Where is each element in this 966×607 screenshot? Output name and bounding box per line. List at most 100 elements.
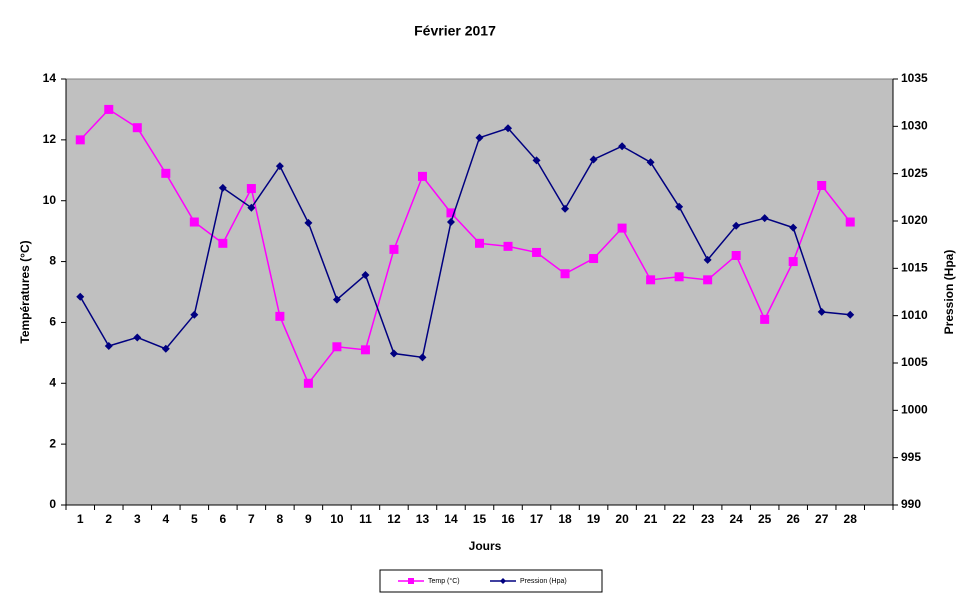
y-tick-label: 0 (49, 497, 56, 511)
data-point (360, 345, 370, 355)
y2-tick-label: 1010 (901, 308, 928, 322)
y-tick-label: 8 (49, 254, 56, 268)
series-line (79, 108, 851, 385)
data-point (817, 307, 826, 316)
data-point (246, 184, 256, 194)
data-point (646, 158, 655, 167)
legend-label: Temp (°C) (428, 577, 460, 585)
y-tick-label: 6 (49, 315, 56, 329)
data-point (846, 310, 855, 319)
data-point (560, 269, 570, 279)
data-point (503, 241, 513, 251)
data-point (389, 349, 398, 358)
x-tick-label: 13 (416, 512, 430, 526)
x-tick-label: 28 (844, 512, 858, 526)
data-point (104, 104, 114, 114)
x-tick-label: 3 (134, 512, 141, 526)
x-tick-label: 18 (558, 512, 572, 526)
x-tick-label: 24 (729, 512, 743, 526)
data-point (732, 221, 741, 230)
x-tick-label: 2 (105, 512, 112, 526)
data-point (332, 342, 342, 352)
data-point (561, 204, 570, 213)
data-point (760, 314, 770, 324)
x-tick-label: 10 (330, 512, 344, 526)
data-point (446, 217, 455, 226)
data-point (589, 155, 598, 164)
data-point (247, 203, 256, 212)
data-point (218, 183, 227, 192)
x-tick-label: 27 (815, 512, 829, 526)
y-tick-label: 12 (43, 132, 57, 146)
y-axis-title: Températures (°C) (18, 240, 32, 343)
x-tick-label: 12 (387, 512, 401, 526)
x-tick-label: 14 (444, 512, 458, 526)
x-tick-label: 16 (501, 512, 515, 526)
y-tick-label: 2 (49, 436, 56, 450)
data-point (532, 247, 542, 257)
data-point (504, 124, 513, 133)
data-point (475, 133, 484, 142)
y2-tick-label: 995 (901, 450, 921, 464)
data-point (845, 217, 855, 227)
data-point (275, 162, 284, 171)
y-tick-label: 14 (43, 71, 57, 85)
x-tick-label: 6 (220, 512, 227, 526)
x-tick-label: 25 (758, 512, 772, 526)
y2-tick-label: 1015 (901, 261, 928, 275)
data-point (161, 168, 171, 178)
data-point (617, 223, 627, 233)
data-point (418, 353, 427, 362)
legend-label: Pression (Hpa) (520, 578, 567, 585)
x-tick-label: 22 (672, 512, 686, 526)
data-point (789, 223, 798, 232)
y2-tick-label: 1020 (901, 213, 928, 227)
y2-tick-label: 1005 (901, 355, 928, 369)
chart-title: Février 2017 (414, 23, 496, 39)
x-tick-label: 7 (248, 512, 255, 526)
x-tick-label: 8 (277, 512, 284, 526)
data-point (675, 202, 684, 211)
data-point (190, 310, 199, 319)
data-point (646, 275, 656, 285)
y-tick-label: 4 (49, 375, 56, 389)
x-tick-label: 4 (162, 512, 169, 526)
x-tick-label: 15 (473, 512, 487, 526)
data-point (417, 171, 427, 181)
x-tick-label: 21 (644, 512, 658, 526)
series-line (79, 127, 851, 359)
y-tick-label: 10 (43, 193, 57, 207)
data-point (104, 341, 113, 350)
data-point (304, 218, 313, 227)
data-point (303, 378, 313, 388)
data-point (674, 272, 684, 282)
plot-area (65, 78, 894, 506)
data-point (361, 270, 370, 279)
data-point (589, 254, 599, 264)
data-point (817, 181, 827, 190)
data-point (75, 135, 85, 145)
x-axis-title: Jours (469, 539, 502, 553)
data-point (132, 123, 142, 133)
data-point (332, 295, 341, 304)
y2-axis-title: Pression (Hpa) (942, 250, 956, 335)
data-point (532, 156, 541, 165)
data-point (760, 214, 769, 223)
x-tick-label: 11 (359, 512, 372, 526)
x-tick-label: 23 (701, 512, 715, 526)
data-point (618, 142, 627, 151)
data-point (76, 292, 85, 301)
y2-tick-label: 1030 (901, 119, 928, 133)
x-tick-label: 1 (77, 512, 84, 526)
data-point (275, 311, 285, 321)
legend-marker (500, 578, 506, 584)
data-point (189, 217, 199, 227)
y2-tick-label: 1000 (901, 403, 928, 417)
data-point (218, 238, 228, 248)
y2-tick-label: 1035 (901, 71, 928, 85)
data-point (475, 238, 484, 248)
x-tick-label: 9 (305, 512, 312, 526)
x-tick-label: 19 (587, 512, 601, 526)
data-point (389, 244, 399, 254)
